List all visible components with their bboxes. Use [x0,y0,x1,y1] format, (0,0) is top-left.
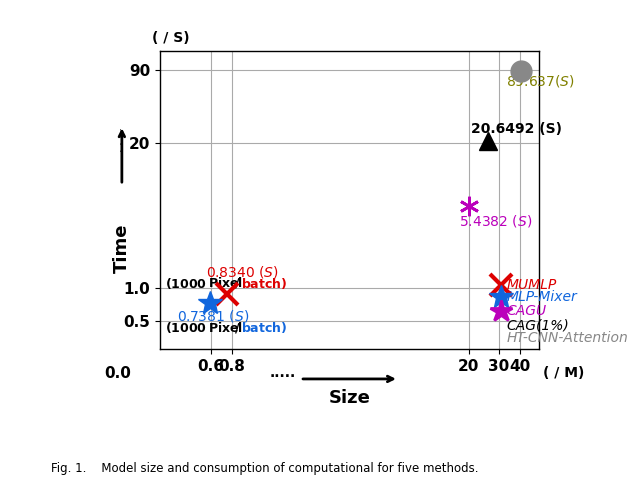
Text: CAGU: CAGU [507,304,547,318]
Text: HT-CNN-Attention: HT-CNN-Attention [507,331,628,345]
Text: Time: Time [113,224,131,273]
Text: $\bf{Pixel}$: $\bf{Pixel}$ [208,276,243,290]
Text: CAG(1%): CAG(1%) [507,318,570,332]
Text: $\bf{(1000}$: $\bf{(1000}$ [164,276,207,290]
Text: MLP-Mixer: MLP-Mixer [507,290,577,304]
Text: MUMLP: MUMLP [507,278,557,292]
Text: $\it{0.7381}$ $\it{(S)}$: $\it{0.7381}$ $\it{(S)}$ [177,308,250,324]
Text: 20.6492 (S): 20.6492 (S) [470,121,562,135]
Text: $\bf{/}$: $\bf{/}$ [234,321,241,335]
Text: $\bf{batch}$$\bf{)}$: $\bf{batch}$$\bf{)}$ [241,276,287,290]
Text: 0.0: 0.0 [104,365,131,381]
Text: ( / S): ( / S) [152,31,190,45]
Text: .....: ..... [270,365,296,380]
Text: $\bf{(1000}$: $\bf{(1000}$ [164,320,207,336]
Text: $\bf{/}$: $\bf{/}$ [234,276,241,290]
Text: ( / M): ( / M) [543,365,584,380]
Text: $\it{0.8340}$ $\it{(S)}$: $\it{0.8340}$ $\it{(S)}$ [205,264,278,280]
Text: $\it{89.637(S)}$: $\it{89.637(S)}$ [506,73,575,89]
Text: $\it{5.4382}$ $\it{(S)}$: $\it{5.4382}$ $\it{(S)}$ [459,213,532,228]
Text: $\bf{batch}$$\bf{)}$: $\bf{batch}$$\bf{)}$ [241,320,287,336]
Text: $\bf{Pixel}$: $\bf{Pixel}$ [208,321,243,335]
Text: Size: Size [328,389,371,408]
Text: · · · ·: · · · · [117,127,127,152]
Text: Fig. 1.    Model size and consumption of computational for five methods.: Fig. 1. Model size and consumption of co… [51,462,479,475]
